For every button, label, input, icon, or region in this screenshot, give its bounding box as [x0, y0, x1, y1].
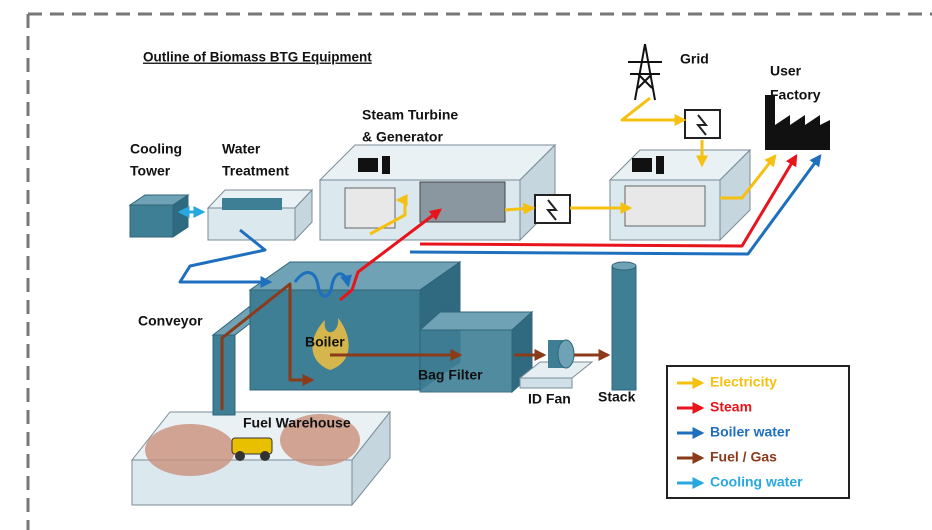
- node-label: Cooling: [130, 141, 182, 157]
- node-label: Tower: [130, 163, 171, 179]
- node-label: Boiler: [305, 334, 345, 350]
- electricity-flow: [505, 208, 533, 210]
- legend: Electricity Steam Boiler water Fuel / Gas Co…: [667, 366, 849, 498]
- title: Outline of Biomass BTG Equipment: [143, 50, 372, 65]
- node-label: Bag Filter: [418, 367, 483, 383]
- legend-label: Boiler water: [710, 424, 791, 440]
- turbine-hall: [320, 145, 555, 240]
- node-label: Conveyor: [138, 313, 203, 329]
- legend-label: Cooling water: [710, 474, 803, 490]
- diagram: Outline of Biomass BTG Equipment Fuel Wa…: [0, 0, 932, 530]
- node-label: Grid: [680, 51, 709, 67]
- legend-label: Steam: [710, 399, 752, 415]
- node-label: Factory: [770, 87, 821, 103]
- node-label: & Generator: [362, 129, 443, 145]
- node-label: Stack: [598, 389, 636, 405]
- water-treatment: [208, 190, 312, 240]
- node-label: Fuel Warehouse: [243, 415, 351, 431]
- grid-tower: [628, 44, 662, 100]
- node-label: Treatment: [222, 163, 289, 179]
- node-label: Steam Turbine: [362, 107, 458, 123]
- legend-label: Electricity: [710, 374, 777, 390]
- electricity-flow: [622, 98, 684, 120]
- node-label: Water: [222, 141, 261, 157]
- node-label: User: [770, 63, 802, 79]
- switchgear: [610, 150, 750, 240]
- stack: [612, 262, 636, 390]
- cooling-tower: [130, 195, 188, 237]
- node-label: ID Fan: [528, 391, 571, 407]
- factory-icon: [765, 95, 830, 150]
- legend-label: Fuel / Gas: [710, 449, 777, 465]
